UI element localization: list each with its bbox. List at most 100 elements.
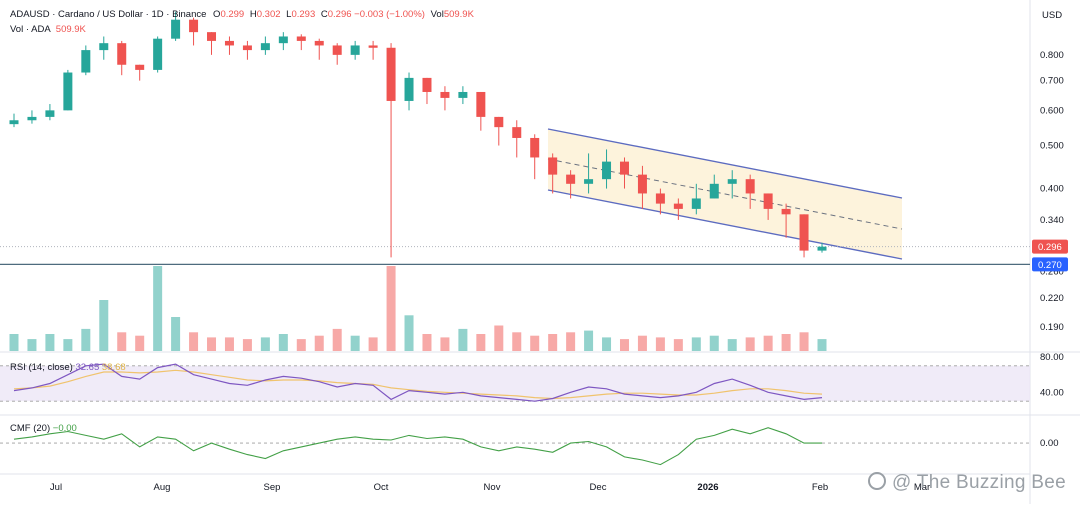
rsi-legend: RSI (14, close) 32.65 38.68 <box>10 362 126 373</box>
price-tick-label: 0.800 <box>1040 50 1064 61</box>
candle-body <box>135 64 145 70</box>
price-tick-label: 0.600 <box>1040 105 1064 116</box>
volume-bar <box>799 332 809 351</box>
time-tick-label: Dec <box>590 482 607 493</box>
volume-bar <box>350 335 360 351</box>
time-tick-label: 2026 <box>697 482 718 493</box>
time-tick-label: Oct <box>374 482 389 493</box>
volume-legend-label: Vol · ADA <box>10 24 51 35</box>
volume-bar <box>530 335 540 351</box>
volume-bar <box>117 332 127 351</box>
candle-body <box>27 116 37 121</box>
candle-body <box>386 47 396 101</box>
volume-bar <box>548 334 558 351</box>
open-label: O <box>213 9 221 20</box>
candle-body <box>799 214 809 251</box>
candle-body <box>548 157 558 175</box>
rsi-tick-label: 80.00 <box>1040 352 1064 363</box>
candle-body <box>619 161 629 175</box>
high-value: 0.302 <box>256 9 281 20</box>
candle-body <box>691 198 701 209</box>
volume-bar <box>63 339 73 351</box>
channel-upper-line <box>547 128 903 199</box>
volume-bar <box>566 332 576 351</box>
rsi-ma-legend-value: 38.68 <box>101 362 126 373</box>
time-tick-label: Nov <box>484 482 501 493</box>
candle-body <box>332 45 342 55</box>
candle-body <box>314 40 324 46</box>
volume-bar <box>404 315 414 351</box>
candle-body <box>99 43 109 51</box>
rsi-tick-label: 40.00 <box>1040 387 1064 398</box>
channel-midline <box>547 158 903 230</box>
candle-body <box>278 36 288 44</box>
watermark: @ The Buzzing Bee <box>867 472 1066 494</box>
low-value: 0.293 <box>291 9 316 20</box>
volume-bar <box>314 335 324 351</box>
cmf-legend: CMF (20) −0.00 <box>10 423 77 434</box>
close-value: 0.296 <box>327 9 352 20</box>
candle-body <box>745 179 755 194</box>
volume-bar <box>242 339 252 351</box>
candle-body <box>566 174 576 184</box>
candle-body <box>117 43 127 65</box>
candle-body <box>494 116 504 128</box>
candle-body <box>207 32 217 41</box>
volume-bar <box>476 334 486 351</box>
candle-body <box>260 43 270 51</box>
price-tick-label: 0.260 <box>1040 267 1064 278</box>
low-label: L <box>286 9 292 20</box>
volume-bar <box>781 334 791 351</box>
time-tick-label: Feb <box>812 482 828 493</box>
cmf-line <box>13 427 822 466</box>
volume-bar <box>278 334 288 351</box>
volume-bar <box>260 337 270 351</box>
time-tick-label: Sep <box>264 482 281 493</box>
candle-body <box>817 246 827 251</box>
volume-bar <box>619 339 629 351</box>
candle-body <box>368 45 378 48</box>
candle-body <box>602 161 612 180</box>
camera-icon <box>867 472 886 490</box>
watermark-text: @ The Buzzing Bee <box>891 472 1066 493</box>
candle-body <box>81 50 91 73</box>
candle-body <box>9 120 19 125</box>
last-price-badge <box>1032 239 1068 254</box>
currency-label: USD <box>1042 10 1063 21</box>
volume-bar <box>368 337 378 351</box>
volume-bar <box>440 337 450 351</box>
high-label: H <box>249 9 257 20</box>
volume-bar <box>171 317 181 351</box>
candle-body <box>512 127 522 138</box>
candle-body <box>781 208 791 215</box>
candle-body <box>153 38 163 70</box>
cmf-legend-value: −0.00 <box>52 423 77 434</box>
price-tick-label: 0.190 <box>1040 322 1064 333</box>
volume-bar <box>817 339 827 351</box>
candle-body <box>530 137 540 158</box>
rsi-legend-label: RSI (14, close) <box>10 362 73 373</box>
volume-bar <box>135 335 145 351</box>
volume-bar <box>691 337 701 351</box>
volume-bar <box>637 335 647 351</box>
candle-body <box>476 91 486 117</box>
volume-bar <box>422 334 432 351</box>
candle-body <box>422 77 432 92</box>
candle-body <box>673 203 683 209</box>
candle-body <box>763 193 773 209</box>
close-label: C <box>320 9 328 20</box>
volume-bar <box>207 337 217 351</box>
volume-bar <box>727 339 737 351</box>
volume-legend-value: 509.9K <box>55 24 86 35</box>
time-tick-label: Aug <box>154 482 171 493</box>
volume-bar <box>386 266 396 351</box>
channel-lower-line <box>547 189 903 260</box>
volume-bar <box>602 337 612 351</box>
candle-body <box>458 91 468 98</box>
volume-bar <box>189 332 199 351</box>
support-price-label: 0.270 <box>1038 260 1062 271</box>
candle-body <box>655 193 665 204</box>
candle-body <box>224 40 234 46</box>
